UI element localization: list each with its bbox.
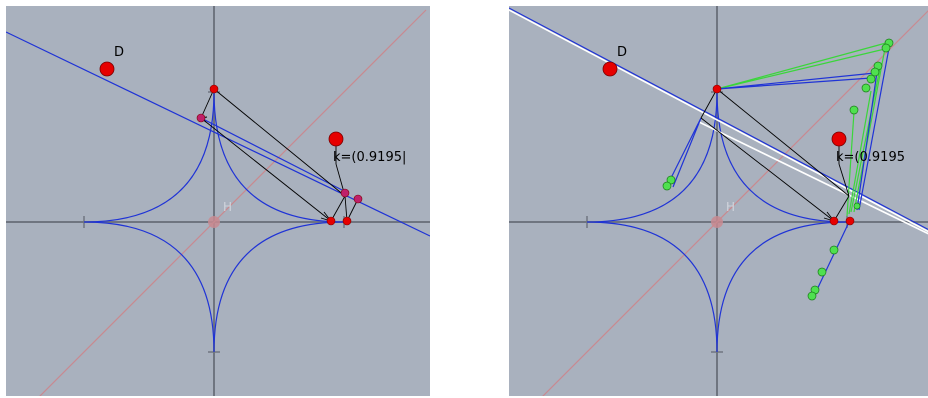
right-canvas[interactable]: H D k=(0.9195 bbox=[509, 6, 928, 396]
tangent-line-white[interactable] bbox=[509, 9, 928, 234]
foot-point-1[interactable] bbox=[340, 188, 350, 198]
construction-lines bbox=[700, 88, 850, 222]
line-point[interactable] bbox=[196, 113, 206, 123]
point-d[interactable] bbox=[602, 61, 618, 77]
right-geometry-view[interactable]: H D k=(0.9195 bbox=[509, 6, 928, 396]
axis-point-1[interactable] bbox=[829, 216, 839, 226]
axis-point-1[interactable] bbox=[326, 216, 336, 226]
cusp-point[interactable] bbox=[712, 84, 722, 94]
axis-point-2[interactable] bbox=[342, 216, 352, 226]
slider-point-k[interactable] bbox=[328, 131, 344, 147]
foot-point-2[interactable] bbox=[353, 194, 363, 204]
astroid-curve bbox=[586, 91, 848, 353]
astroid-curve bbox=[83, 91, 345, 353]
axis-point-2[interactable] bbox=[845, 216, 855, 226]
secondary-white-line bbox=[698, 121, 928, 235]
k-value-readout: k=(0.9195| bbox=[333, 150, 406, 165]
origin-point[interactable] bbox=[711, 216, 723, 228]
origin-label: H bbox=[726, 200, 735, 214]
point-d-label: D bbox=[114, 45, 124, 60]
origin-point[interactable] bbox=[208, 216, 220, 228]
tangent-line[interactable] bbox=[6, 31, 430, 237]
point-d[interactable] bbox=[99, 61, 115, 77]
point-d-label: D bbox=[617, 45, 627, 60]
blue-segment bbox=[200, 117, 347, 193]
left-canvas[interactable]: H D k=(0.9195| bbox=[6, 6, 430, 396]
slider-point-k[interactable] bbox=[831, 131, 847, 147]
diagonal-line bbox=[542, 10, 928, 396]
diagonal-line bbox=[39, 9, 427, 396]
green-locus-points bbox=[662, 38, 894, 301]
cusp-point[interactable] bbox=[209, 84, 219, 94]
k-value-readout: k=(0.9195 bbox=[836, 150, 905, 165]
green-locus-lines bbox=[716, 42, 890, 217]
left-geometry-view[interactable]: H D k=(0.9195| bbox=[6, 6, 430, 396]
origin-label: H bbox=[223, 200, 232, 214]
blue-locus-lines bbox=[668, 47, 890, 297]
